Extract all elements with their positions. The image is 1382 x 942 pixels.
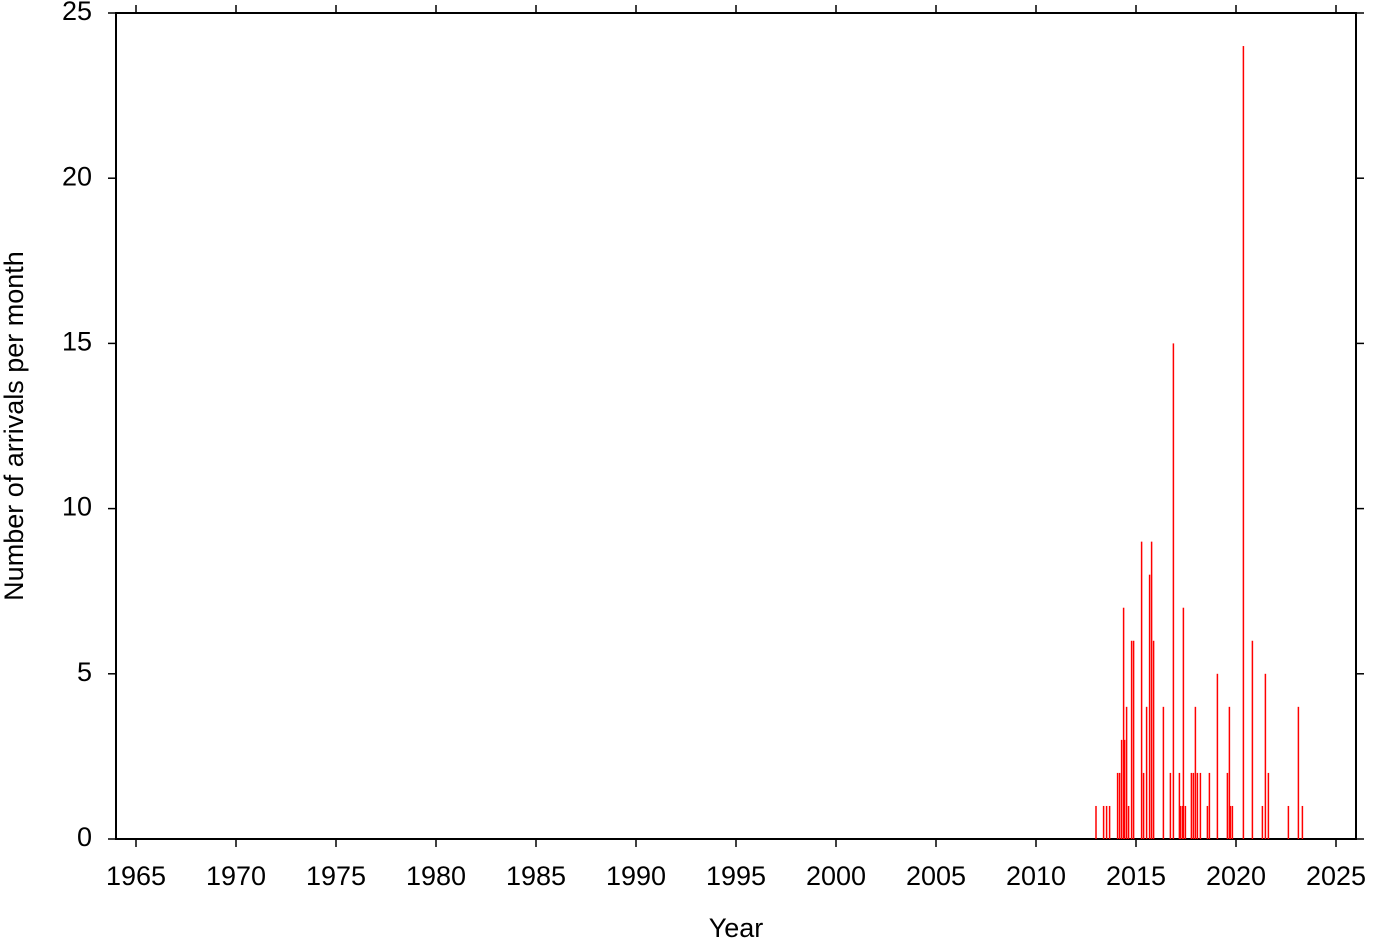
bar: [1169, 772, 1172, 839]
x-tick-label: 1985: [506, 861, 566, 891]
y-axis-label: Number of arrivals per month: [0, 251, 29, 601]
bar: [1150, 541, 1153, 839]
bar: [1242, 46, 1245, 840]
bar: [1196, 772, 1199, 839]
bar: [1261, 805, 1264, 839]
bar: [1102, 805, 1105, 839]
bar: [1301, 805, 1304, 839]
x-tick-label: 1990: [606, 861, 666, 891]
bar: [1206, 805, 1209, 839]
bar: [1118, 772, 1121, 839]
bar: [1182, 607, 1185, 839]
bar: [1287, 805, 1290, 839]
bar: [1095, 805, 1097, 839]
bar: [1192, 772, 1195, 839]
bar: [1172, 343, 1175, 839]
bar: [1208, 772, 1211, 839]
bar: [1140, 541, 1143, 839]
y-tick-label: 25: [62, 0, 92, 26]
x-tick-label: 1980: [406, 861, 466, 891]
y-tick-label: 10: [62, 492, 92, 522]
bar: [1145, 706, 1148, 839]
bar: [1152, 640, 1155, 839]
bar: [1226, 772, 1229, 839]
bar: [1127, 805, 1130, 839]
x-axis-label: Year: [709, 913, 764, 942]
bar: [1267, 772, 1270, 839]
bar: [1190, 772, 1193, 839]
bar: [1179, 805, 1182, 839]
bar: [1216, 673, 1219, 839]
y-tick-label: 5: [77, 657, 92, 687]
bar: [1120, 739, 1123, 839]
x-tick-label: 1975: [306, 861, 366, 891]
bar: [1132, 640, 1135, 839]
bar: [1108, 805, 1111, 839]
x-tick-label: 2000: [806, 861, 866, 891]
bar: [1181, 805, 1184, 839]
bar: [1123, 739, 1126, 839]
bar: [1199, 772, 1202, 839]
x-tick-label: 2010: [1006, 861, 1066, 891]
bar: [1125, 706, 1128, 839]
y-tick-label: 0: [77, 822, 92, 852]
bar: [1297, 706, 1300, 839]
x-tick-label: 1970: [206, 861, 266, 891]
bar: [1251, 640, 1254, 839]
bar: [1264, 673, 1267, 839]
bar: [1148, 574, 1151, 839]
x-tick-label: 1965: [106, 861, 166, 891]
x-tick-label: 2020: [1206, 861, 1266, 891]
x-tick-label: 2015: [1106, 861, 1166, 891]
y-tick-label: 20: [62, 161, 92, 191]
bar: [1130, 640, 1133, 839]
bar: [1194, 706, 1197, 839]
y-tick-label: 15: [62, 327, 92, 357]
bar: [1142, 772, 1145, 839]
x-tick-label: 2025: [1306, 861, 1366, 891]
plot-frame: [115, 12, 1357, 840]
bar: [1229, 805, 1232, 839]
bar: [1184, 805, 1187, 839]
bar: [1162, 706, 1165, 839]
x-tick-label: 1995: [706, 861, 766, 891]
bar: [1105, 805, 1108, 839]
bar: [1231, 805, 1234, 839]
bar: [1122, 607, 1125, 839]
bar: [1178, 772, 1181, 839]
bar: [1116, 772, 1119, 839]
x-tick-label: 2005: [906, 861, 966, 891]
bar: [1228, 706, 1231, 839]
